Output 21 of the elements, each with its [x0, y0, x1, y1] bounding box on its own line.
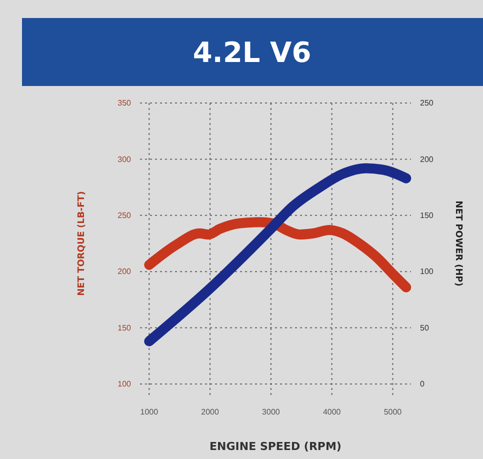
x-tick-label: 1000: [140, 408, 159, 417]
x-tick-label: 4000: [322, 408, 342, 417]
y2-tick-label: 150: [420, 210, 434, 220]
y-tick-label: 350: [118, 98, 132, 108]
y2-tick-label: 100: [420, 267, 434, 276]
y-tick-label: 100: [118, 380, 132, 389]
y-tick-label: 200: [118, 267, 132, 276]
y-tick-label: 150: [118, 323, 132, 332]
x-axis-title: ENGINE SPEED (RPM): [210, 440, 342, 453]
x-tick-label: 5000: [384, 408, 402, 417]
chart-title: 4.2L V6: [192, 36, 312, 69]
y2-tick-label: 50: [420, 323, 430, 332]
y2-axis-title: NET POWER (HP): [453, 200, 463, 286]
y-tick-label: 250: [118, 210, 132, 220]
y2-tick-label: 250: [420, 98, 434, 108]
y-tick-label: 300: [118, 154, 132, 164]
x-tick-label: 2000: [201, 408, 220, 417]
x-tick-label: 3000: [262, 408, 280, 417]
y2-tick-label: 200: [420, 154, 434, 164]
y2-tick-label: 0: [420, 380, 425, 389]
y-axis-title: NET TORQUE (LB-FT): [77, 191, 87, 296]
